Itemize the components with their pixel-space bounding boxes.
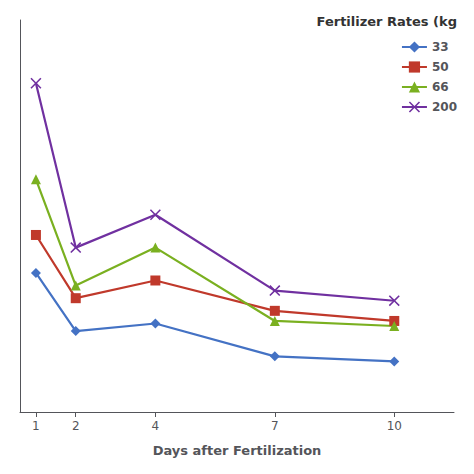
svg-text:200: 200 xyxy=(432,100,457,114)
svg-text:Days after Fertilization: Days after Fertilization xyxy=(153,443,322,458)
svg-text:50: 50 xyxy=(432,60,449,74)
svg-text:33: 33 xyxy=(432,40,449,54)
svg-text:7: 7 xyxy=(271,419,279,433)
svg-text:1: 1 xyxy=(32,419,40,433)
svg-text:4: 4 xyxy=(152,419,160,433)
svg-text:66: 66 xyxy=(432,80,449,94)
svg-text:2: 2 xyxy=(72,419,80,433)
svg-text:Fertilizer Rates (kg: Fertilizer Rates (kg xyxy=(317,14,457,29)
svg-text:10: 10 xyxy=(387,419,402,433)
